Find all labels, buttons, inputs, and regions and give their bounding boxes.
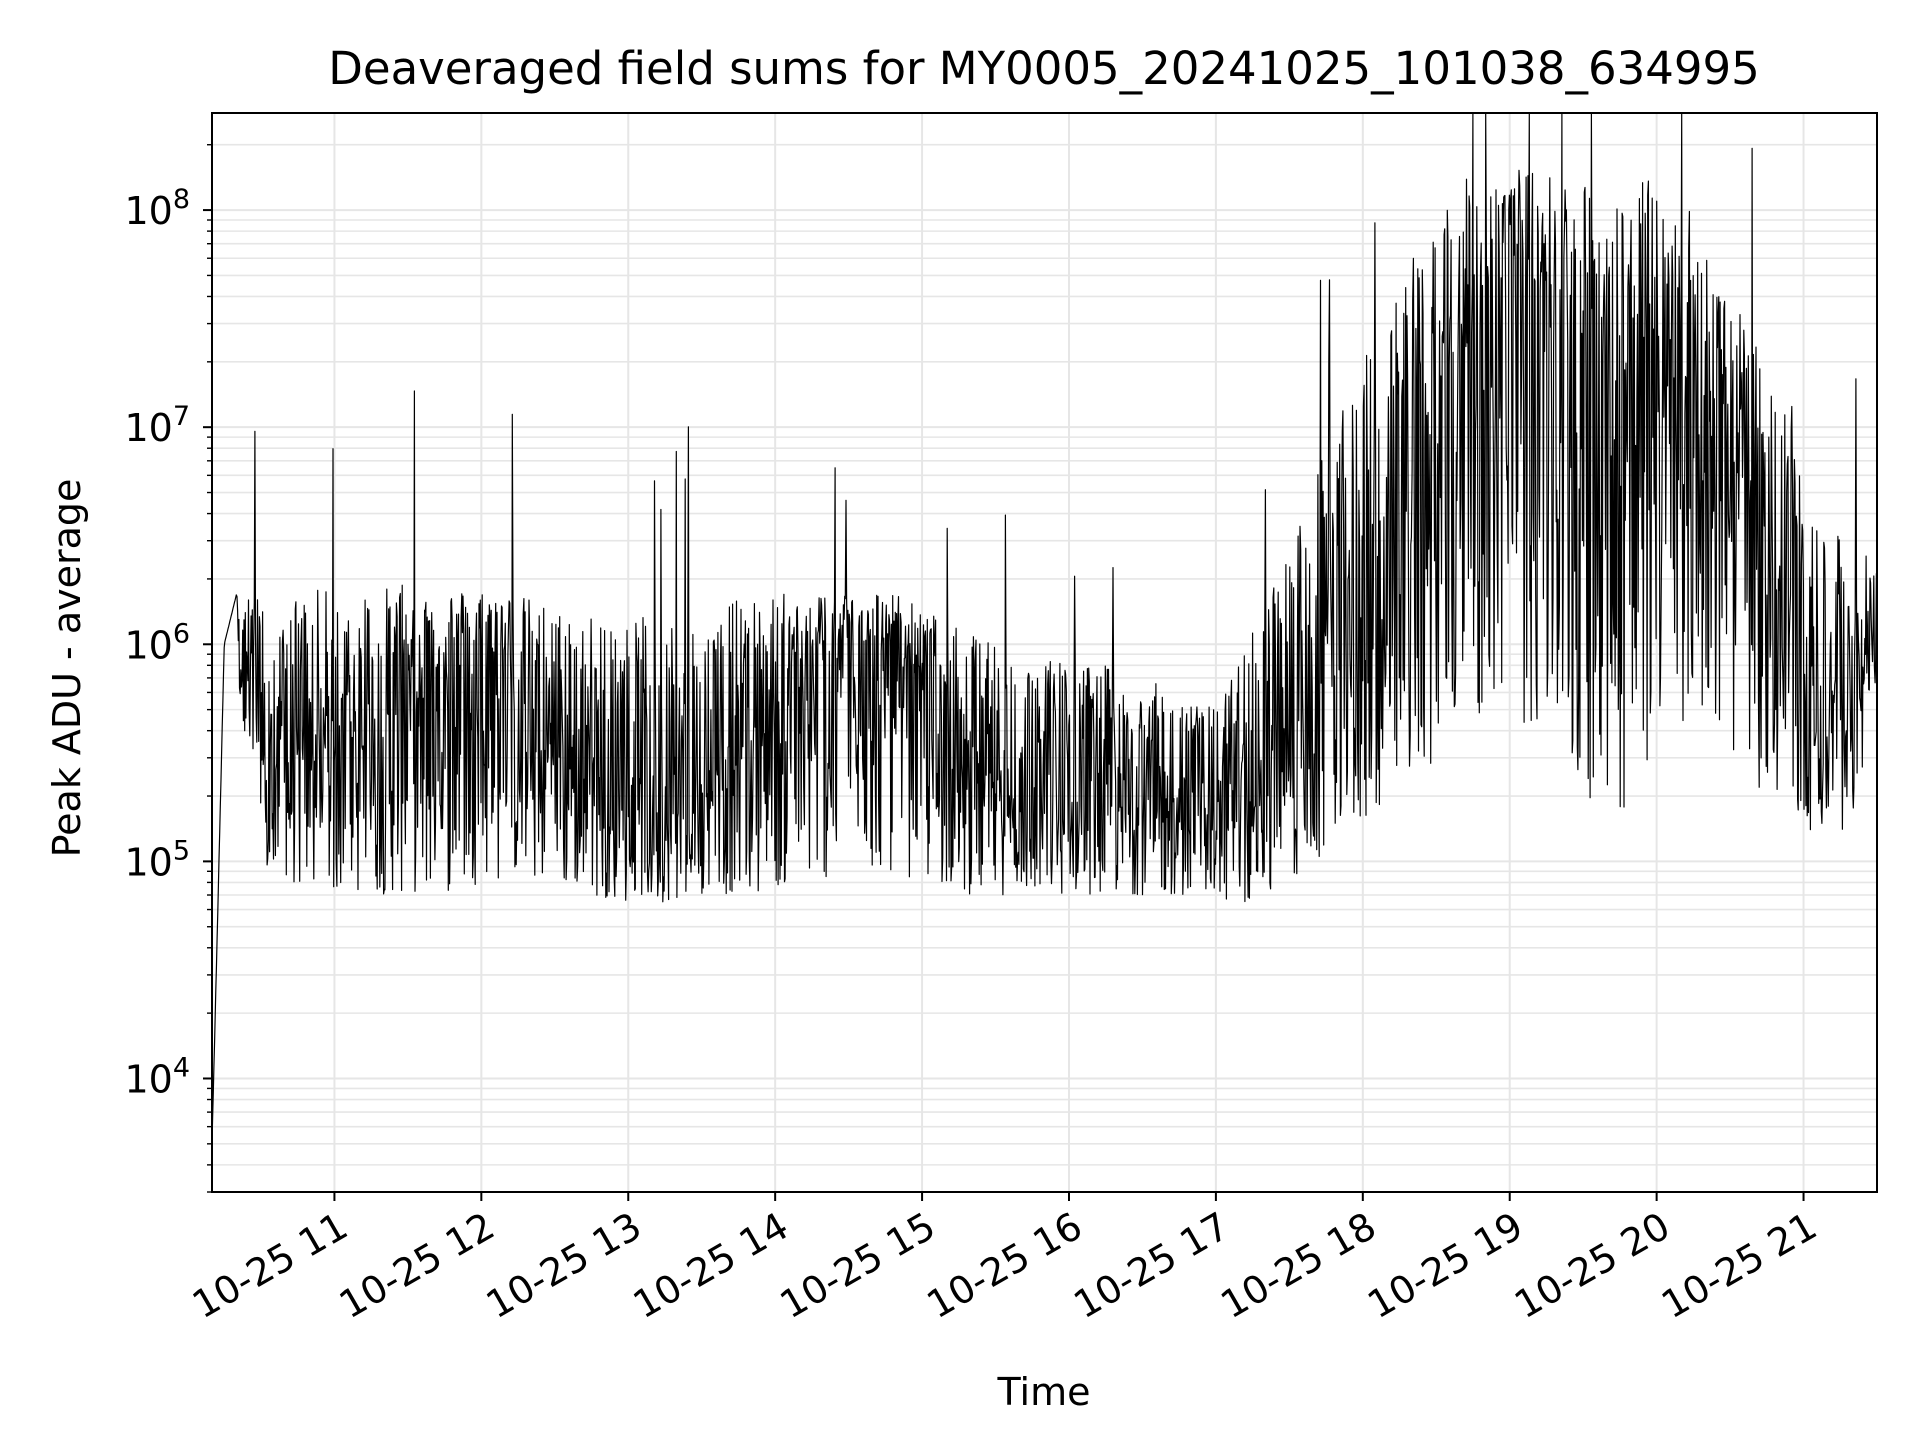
series-layer [211, 112, 1878, 1144]
y-tick-label-base: 10 [124, 623, 172, 667]
x-axis-label: Time [997, 1370, 1091, 1414]
y-tick-label: 107 [124, 401, 190, 450]
y-tick-label-exponent: 7 [173, 401, 190, 432]
y-tick-label: 105 [124, 835, 190, 884]
y-tick-label-base: 10 [124, 1057, 172, 1101]
plot-frame [211, 112, 1878, 1193]
y-tick-label-exponent: 8 [173, 184, 190, 215]
y-tick-label-base: 10 [124, 406, 172, 450]
y-tick-label-exponent: 4 [173, 1052, 190, 1083]
y-tick-label: 106 [124, 618, 190, 667]
y-tick-label-base: 10 [124, 840, 172, 884]
y-tick-label-base: 10 [124, 189, 172, 233]
series-line [211, 112, 1878, 1144]
y-tick-label: 104 [124, 1052, 190, 1101]
y-axis-label: Peak ADU - average [45, 479, 89, 858]
y-tick-label: 108 [124, 184, 190, 233]
chart-title: Deaveraged field sums for MY0005_2024102… [328, 42, 1760, 95]
y-tick-label-exponent: 5 [173, 835, 190, 866]
y-tick-label-exponent: 6 [173, 618, 190, 649]
